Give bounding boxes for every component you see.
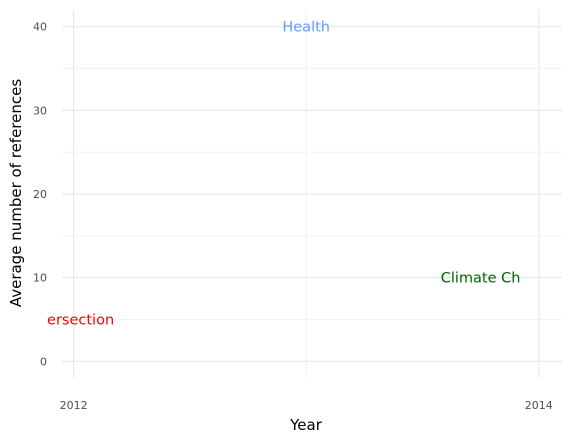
y-tick-label: 20 xyxy=(33,188,47,201)
y-tick-label: 10 xyxy=(33,272,47,285)
major-gridlines xyxy=(62,10,562,378)
y-tick-label: 40 xyxy=(33,21,47,34)
point-label: Health xyxy=(282,20,330,36)
y-tick-label: 0 xyxy=(40,355,47,368)
y-axis-tick-labels: 0 10 20 30 40 xyxy=(33,21,47,369)
x-axis-tick-labels: 2012 2014 xyxy=(60,399,553,412)
point-label: Climate Ch xyxy=(441,271,521,287)
y-tick-label: 30 xyxy=(33,104,47,117)
point-labels: Health Climate Ch ersection xyxy=(47,20,520,329)
x-tick-label: 2014 xyxy=(525,399,553,412)
x-axis-title: Year xyxy=(289,416,323,434)
x-tick-label: 2012 xyxy=(60,399,88,412)
y-axis-title: Average number of references xyxy=(7,79,25,308)
point-label: ersection xyxy=(47,312,114,328)
